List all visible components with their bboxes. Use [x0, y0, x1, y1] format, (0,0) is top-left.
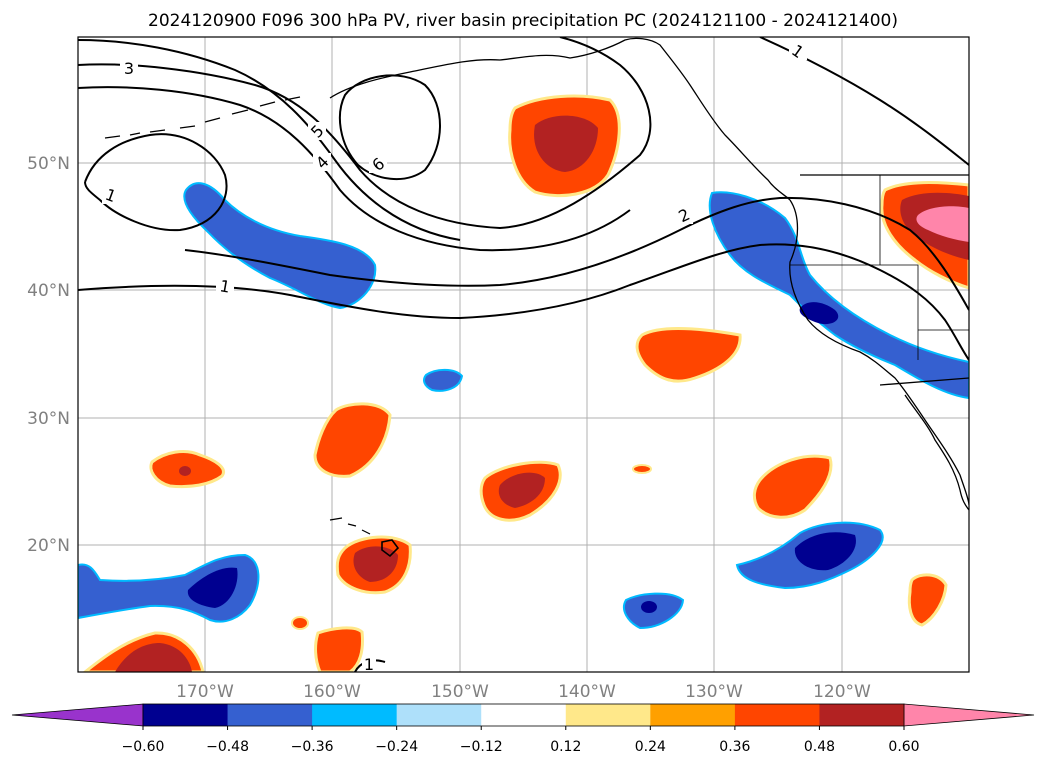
baja-peninsula [904, 394, 969, 511]
lon-label-160: 160°W [303, 682, 361, 702]
contour-label-3: 3 [124, 59, 134, 78]
lat-label-50: 50°N [27, 154, 70, 174]
state-borders [790, 175, 969, 360]
coastlines [104, 37, 969, 558]
lon-label-140: 140°W [558, 682, 616, 702]
colorbar-segment [481, 704, 567, 726]
blue-region-aleutian [183, 182, 377, 310]
colorbar-frame [142, 703, 905, 727]
north-america-west-coast [789, 199, 969, 506]
contour-label-1-south: 1 [218, 276, 231, 296]
contour-label-bg-1-northeast [789, 42, 807, 60]
colorbar-segment [819, 704, 905, 726]
lon-label-130: 130°W [685, 682, 743, 702]
lon-label-120: 120°W [813, 682, 871, 702]
colorbar-segment [227, 704, 313, 726]
pv-contour-labels: 3 5 4 6 1 1 2 1 1 [102, 41, 807, 674]
colorbar-tick-label: 0.12 [550, 739, 581, 755]
latitude-labels: 50°N 40°N 30°N 20°N [27, 154, 70, 556]
colorbar: −0.60 −0.48 −0.36 −0.24 −0.12 0.12 0.24 0.36 0.4… [11, 703, 1035, 755]
colorbar-tick-label: −0.60 [122, 739, 165, 755]
red-dot-small-2 [632, 464, 652, 474]
colorbar-tick-label: −0.48 [206, 739, 249, 755]
contour-label-bg-1-west [102, 186, 120, 204]
dark-red-core-center [498, 472, 545, 508]
dark-red-core-bottom-left [115, 643, 192, 672]
contour-label-bg-1-south [216, 277, 234, 295]
contour-label-1-bottom: 1 [364, 655, 374, 674]
colorbar-tick-label: 0.48 [804, 739, 835, 755]
colorbar-tick-label: −0.24 [375, 739, 418, 755]
red-region-east [752, 454, 833, 519]
us-mexico-border [879, 377, 969, 386]
contour-label-bg-4 [313, 153, 331, 171]
longitude-labels: 170°W 160°W 150°W 140°W 130°W 120°W [176, 682, 871, 702]
lat-label-40: 40°N [27, 281, 70, 301]
red-region-bottom-center [314, 626, 364, 672]
pv-contour-1-west [84, 133, 228, 232]
colorbar-ticks: −0.60 −0.48 −0.36 −0.24 −0.12 0.12 0.24 0.36 0.4… [122, 726, 920, 755]
red-region-southeast-small [907, 573, 948, 627]
lat-label-30: 30°N [27, 409, 70, 429]
pink-core-northeast [916, 206, 969, 242]
colorbar-segment [312, 704, 398, 726]
colorbar-segment [143, 704, 229, 726]
colorbar-tick-label: −0.12 [460, 739, 503, 755]
colorbar-tick-label: 0.24 [635, 739, 666, 755]
contour-label-bg-2 [675, 206, 693, 224]
colorbar-tick-label: 0.36 [719, 739, 750, 755]
colorbar-tick-label: −0.36 [291, 739, 334, 755]
dark-red-core-gulf [534, 115, 598, 172]
dark-blue-dot-south [641, 601, 657, 613]
contour-label-bg-3 [120, 59, 138, 77]
positive-anomaly-regions [82, 94, 969, 672]
pv-contour-6 [338, 74, 441, 181]
colorbar-segments [11, 703, 1035, 727]
pv-contour-1-south [78, 243, 969, 361]
red-region-west-central [313, 402, 392, 478]
dark-blue-core-west [187, 567, 238, 608]
map-area: 3 5 4 6 1 1 2 1 1 [78, 37, 969, 674]
hawaii-island-outline [381, 539, 400, 558]
colorbar-segment [396, 704, 482, 726]
alaska-coast [329, 37, 791, 201]
colorbar-segment [734, 704, 820, 726]
lon-label-170: 170°W [176, 682, 234, 702]
colorbar-segment [565, 704, 651, 726]
dark-blue-core-coast [799, 302, 839, 325]
hawaii-small-islands [329, 517, 371, 535]
blue-region-central [423, 368, 464, 392]
colorbar-tick-label: 0.60 [888, 739, 919, 755]
colorbar-extend-min [11, 703, 144, 727]
colorbar-segment [650, 704, 736, 726]
red-region-mid [635, 327, 742, 383]
contour-label-bg-5 [308, 122, 326, 140]
contour-label-bg-1-bottom [362, 656, 376, 672]
pv-contour-5 [78, 86, 631, 252]
contour-label-bg-6 [369, 155, 387, 173]
dark-red-dot-west [179, 466, 191, 476]
map-frame [77, 36, 970, 673]
lon-label-150: 150°W [431, 682, 489, 702]
aleutian-islands [104, 96, 301, 139]
figure-title: 2024120900 F096 300 hPa PV, river basin … [148, 11, 898, 31]
lat-label-20: 20°N [27, 536, 70, 556]
pv-contour-4 [78, 39, 461, 241]
colorbar-extend-max [903, 703, 1035, 727]
pv-contour-3 [78, 37, 652, 230]
dark-red-core-hawaii [353, 546, 398, 582]
pv-contour-2 [184, 196, 969, 311]
dark-blue-core-southeast [794, 532, 856, 571]
red-dot-small-1 [291, 616, 309, 630]
